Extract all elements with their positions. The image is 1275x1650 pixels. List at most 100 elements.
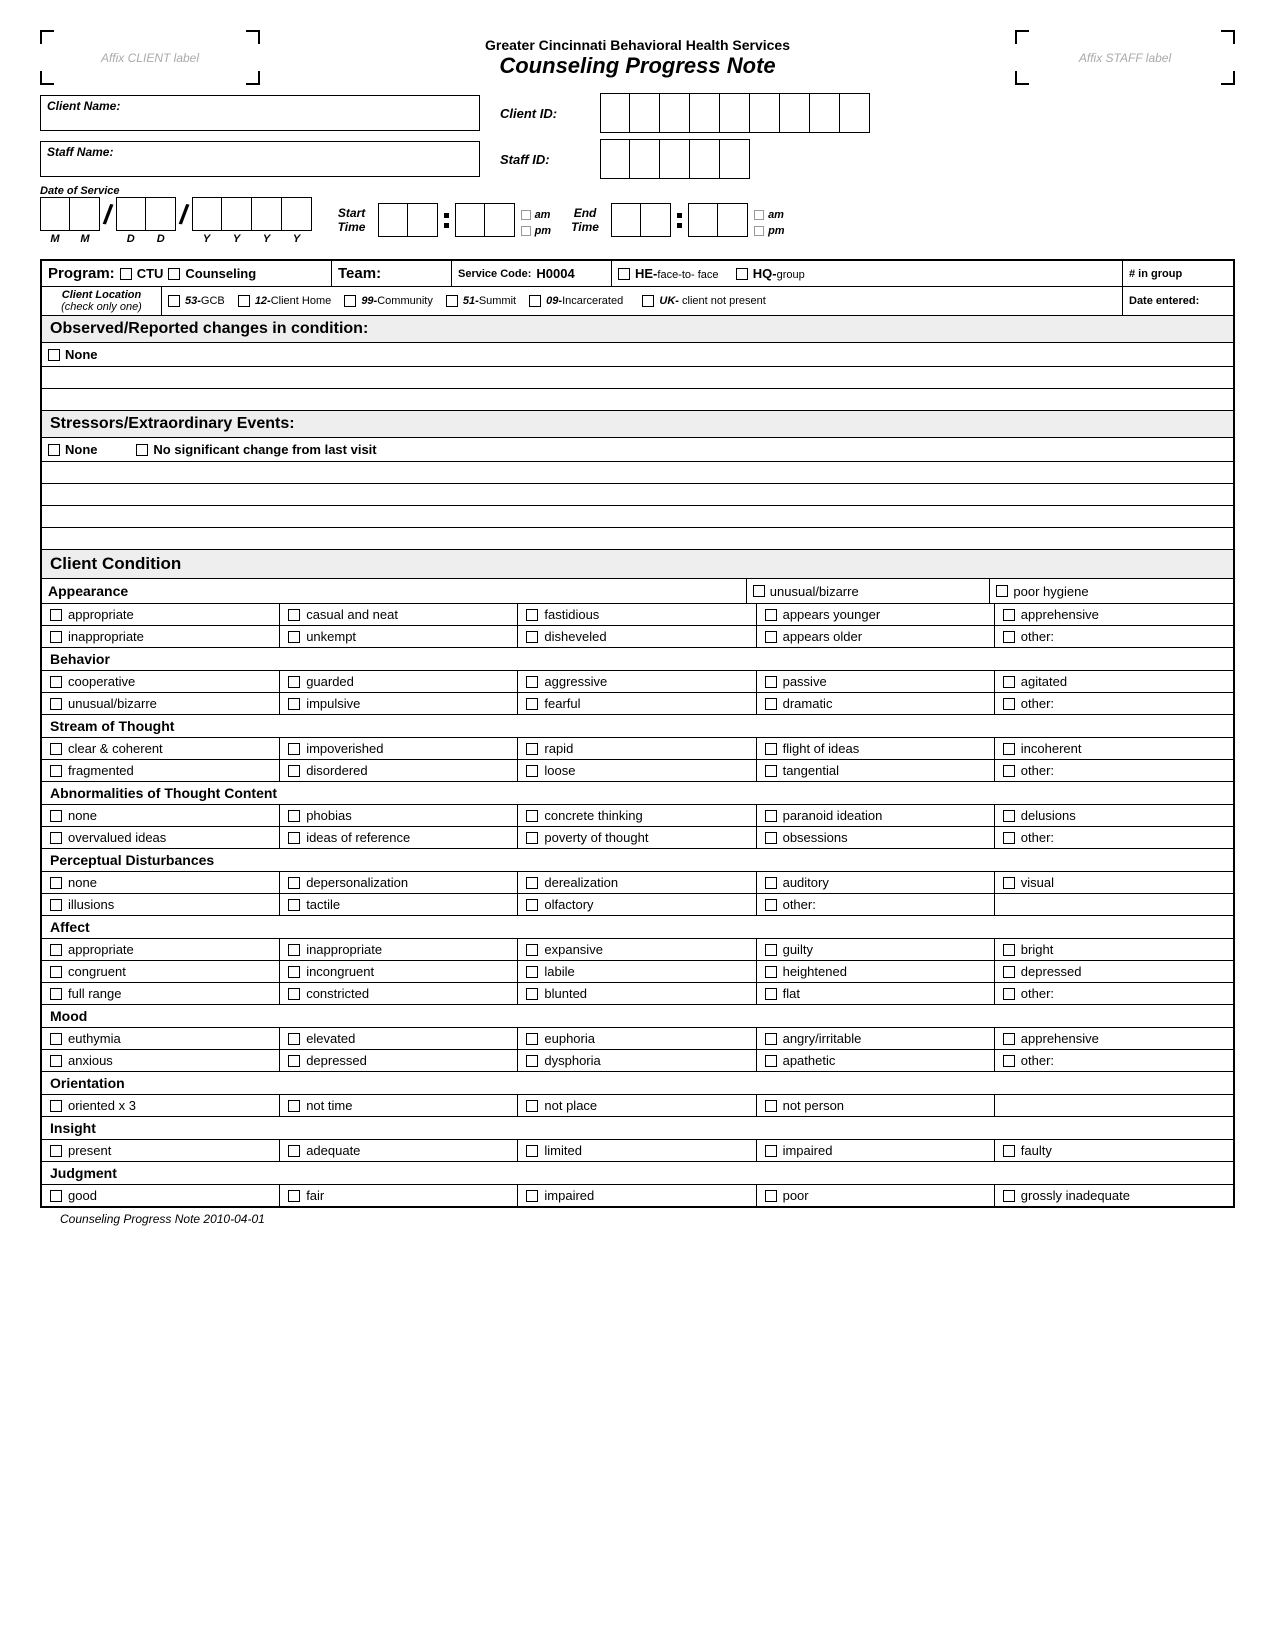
counseling-checkbox[interactable] xyxy=(168,268,180,280)
condition-checkbox[interactable] xyxy=(50,944,62,956)
condition-checkbox[interactable] xyxy=(50,743,62,755)
condition-checkbox[interactable] xyxy=(288,810,300,822)
condition-checkbox[interactable] xyxy=(288,676,300,688)
blank-row[interactable] xyxy=(42,528,1233,550)
staff-id-boxes[interactable] xyxy=(600,139,750,179)
condition-checkbox[interactable] xyxy=(765,877,777,889)
condition-checkbox[interactable] xyxy=(765,1100,777,1112)
condition-checkbox[interactable] xyxy=(526,1055,538,1067)
condition-checkbox[interactable] xyxy=(1003,944,1015,956)
he-checkbox[interactable] xyxy=(618,268,630,280)
condition-checkbox[interactable] xyxy=(1003,676,1015,688)
condition-checkbox[interactable] xyxy=(50,988,62,1000)
condition-checkbox[interactable] xyxy=(526,944,538,956)
blank-row[interactable] xyxy=(42,462,1233,484)
condition-checkbox[interactable] xyxy=(526,609,538,621)
condition-checkbox[interactable] xyxy=(1003,1033,1015,1045)
client-id-boxes[interactable] xyxy=(600,93,870,133)
condition-checkbox[interactable] xyxy=(1003,765,1015,777)
condition-checkbox[interactable] xyxy=(50,609,62,621)
condition-checkbox[interactable] xyxy=(288,966,300,978)
condition-checkbox[interactable] xyxy=(765,743,777,755)
condition-checkbox[interactable] xyxy=(765,765,777,777)
condition-checkbox[interactable] xyxy=(1003,810,1015,822)
staff-name-field[interactable]: Staff Name: xyxy=(40,141,480,177)
condition-checkbox[interactable] xyxy=(288,743,300,755)
stressors-nochange-checkbox[interactable] xyxy=(136,444,148,456)
condition-checkbox[interactable] xyxy=(50,1190,62,1202)
blank-row[interactable] xyxy=(42,389,1233,411)
condition-checkbox[interactable] xyxy=(50,1100,62,1112)
condition-checkbox[interactable] xyxy=(50,899,62,911)
condition-checkbox[interactable] xyxy=(288,1190,300,1202)
condition-checkbox[interactable] xyxy=(1003,988,1015,1000)
condition-checkbox[interactable] xyxy=(50,810,62,822)
condition-checkbox[interactable] xyxy=(526,698,538,710)
start-pm[interactable]: pm xyxy=(521,225,552,237)
hq-checkbox[interactable] xyxy=(736,268,748,280)
condition-checkbox[interactable] xyxy=(526,765,538,777)
blank-row[interactable] xyxy=(42,367,1233,389)
loc-uk-checkbox[interactable] xyxy=(642,295,654,307)
condition-checkbox[interactable] xyxy=(288,1055,300,1067)
condition-checkbox[interactable] xyxy=(50,1055,62,1067)
loc-12-checkbox[interactable] xyxy=(238,295,250,307)
end-pm[interactable]: pm xyxy=(754,225,785,237)
condition-checkbox[interactable] xyxy=(288,877,300,889)
date-dd[interactable]: DD xyxy=(116,197,176,245)
condition-checkbox[interactable] xyxy=(765,676,777,688)
condition-checkbox[interactable] xyxy=(996,585,1008,597)
blank-row[interactable] xyxy=(42,506,1233,528)
condition-checkbox[interactable] xyxy=(288,899,300,911)
condition-checkbox[interactable] xyxy=(526,1033,538,1045)
loc-53-checkbox[interactable] xyxy=(168,295,180,307)
start-time-boxes[interactable] xyxy=(378,203,438,249)
end-time-boxes2[interactable] xyxy=(688,203,748,249)
condition-checkbox[interactable] xyxy=(526,676,538,688)
date-yyyy[interactable]: YYYY xyxy=(192,197,312,245)
condition-checkbox[interactable] xyxy=(765,832,777,844)
loc-99-checkbox[interactable] xyxy=(344,295,356,307)
end-time-boxes[interactable] xyxy=(611,203,671,249)
condition-checkbox[interactable] xyxy=(50,1145,62,1157)
blank-row[interactable] xyxy=(42,484,1233,506)
loc-51-checkbox[interactable] xyxy=(446,295,458,307)
condition-checkbox[interactable] xyxy=(765,1145,777,1157)
condition-checkbox[interactable] xyxy=(526,1190,538,1202)
condition-checkbox[interactable] xyxy=(526,877,538,889)
condition-checkbox[interactable] xyxy=(753,585,765,597)
condition-checkbox[interactable] xyxy=(526,832,538,844)
condition-checkbox[interactable] xyxy=(765,966,777,978)
condition-checkbox[interactable] xyxy=(765,899,777,911)
condition-checkbox[interactable] xyxy=(288,631,300,643)
condition-checkbox[interactable] xyxy=(288,1145,300,1157)
condition-checkbox[interactable] xyxy=(288,1100,300,1112)
condition-checkbox[interactable] xyxy=(1003,743,1015,755)
condition-checkbox[interactable] xyxy=(765,810,777,822)
condition-checkbox[interactable] xyxy=(1003,609,1015,621)
condition-checkbox[interactable] xyxy=(50,832,62,844)
condition-checkbox[interactable] xyxy=(1003,698,1015,710)
date-mm[interactable]: MM xyxy=(40,197,100,245)
condition-checkbox[interactable] xyxy=(1003,1190,1015,1202)
condition-checkbox[interactable] xyxy=(765,1055,777,1067)
condition-checkbox[interactable] xyxy=(765,1190,777,1202)
condition-checkbox[interactable] xyxy=(50,676,62,688)
condition-checkbox[interactable] xyxy=(526,988,538,1000)
start-time-boxes2[interactable] xyxy=(455,203,515,249)
condition-checkbox[interactable] xyxy=(50,966,62,978)
condition-checkbox[interactable] xyxy=(765,944,777,956)
observed-none-checkbox[interactable] xyxy=(48,349,60,361)
client-name-field[interactable]: Client Name: xyxy=(40,95,480,131)
condition-checkbox[interactable] xyxy=(1003,832,1015,844)
condition-checkbox[interactable] xyxy=(526,966,538,978)
condition-checkbox[interactable] xyxy=(288,698,300,710)
condition-checkbox[interactable] xyxy=(288,988,300,1000)
condition-checkbox[interactable] xyxy=(50,765,62,777)
start-am[interactable]: am xyxy=(521,209,552,221)
condition-checkbox[interactable] xyxy=(526,1100,538,1112)
condition-checkbox[interactable] xyxy=(288,944,300,956)
condition-checkbox[interactable] xyxy=(288,765,300,777)
condition-checkbox[interactable] xyxy=(288,609,300,621)
condition-checkbox[interactable] xyxy=(50,1033,62,1045)
